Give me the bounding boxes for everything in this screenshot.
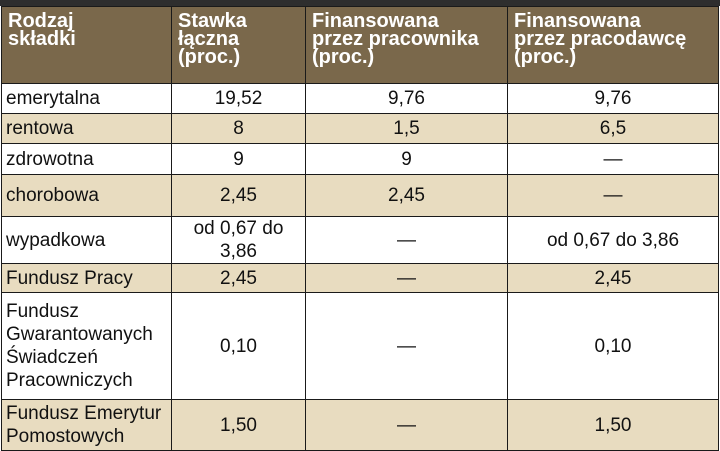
row-name: Fundusz Gwarantowanych Świadczeń Pracown… bbox=[1, 292, 172, 400]
row-employer: 9,76 bbox=[507, 83, 719, 114]
row-employer: 1,50 bbox=[507, 399, 719, 451]
row-total: 0,10 bbox=[171, 292, 306, 400]
row-total: 2,45 bbox=[171, 263, 306, 293]
top-bar bbox=[0, 0, 720, 6]
row-total: 9 bbox=[171, 143, 306, 175]
table-row: zdrowotna 9 9 — bbox=[1, 143, 719, 175]
row-name: zdrowotna bbox=[1, 143, 172, 175]
row-name: emerytalna bbox=[1, 83, 172, 114]
row-employer: 6,5 bbox=[507, 113, 719, 144]
table-header-row: Rodzaj składki Stawka łączna (proc.) Fin… bbox=[1, 6, 719, 84]
row-employee: 1,5 bbox=[305, 113, 508, 144]
row-name: rentowa bbox=[1, 113, 172, 144]
header-employer-funded: Finansowana przez pracodawcę (proc.) bbox=[507, 6, 719, 84]
row-employer: 2,45 bbox=[507, 263, 719, 293]
row-employee: 9,76 bbox=[305, 83, 508, 114]
row-name: chorobowa bbox=[1, 174, 172, 217]
row-employer: — bbox=[507, 174, 719, 217]
row-total: od 0,67 do 3,86 bbox=[171, 216, 306, 264]
table-row: Fundusz Pracy 2,45 — 2,45 bbox=[1, 263, 719, 293]
row-employee: 9 bbox=[305, 143, 508, 175]
row-employee: — bbox=[305, 292, 508, 400]
contribution-rates-table: Rodzaj składki Stawka łączna (proc.) Fin… bbox=[1, 6, 719, 451]
row-name: wypadkowa bbox=[1, 216, 172, 264]
row-employee: — bbox=[305, 263, 508, 293]
table-row: emerytalna 19,52 9,76 9,76 bbox=[1, 83, 719, 114]
row-total: 2,45 bbox=[171, 174, 306, 217]
row-employee: 2,45 bbox=[305, 174, 508, 217]
row-total: 19,52 bbox=[171, 83, 306, 114]
table-row: rentowa 8 1,5 6,5 bbox=[1, 113, 719, 144]
table-row: chorobowa 2,45 2,45 — bbox=[1, 174, 719, 217]
table-row: wypadkowa od 0,67 do 3,86 — od 0,67 do 3… bbox=[1, 216, 719, 264]
row-employer: 0,10 bbox=[507, 292, 719, 400]
row-employee: — bbox=[305, 216, 508, 264]
header-total-rate: Stawka łączna (proc.) bbox=[171, 6, 306, 84]
header-contribution-type: Rodzaj składki bbox=[1, 6, 172, 84]
row-total: 1,50 bbox=[171, 399, 306, 451]
table-row: Fundusz Emerytur Pomostowych 1,50 — 1,50 bbox=[1, 399, 719, 451]
row-name: Fundusz Pracy bbox=[1, 263, 172, 293]
row-employee: — bbox=[305, 399, 508, 451]
row-total: 8 bbox=[171, 113, 306, 144]
row-employer: od 0,67 do 3,86 bbox=[507, 216, 719, 264]
row-employer: — bbox=[507, 143, 719, 175]
row-name: Fundusz Emerytur Pomostowych bbox=[1, 399, 172, 451]
header-employee-funded: Finansowana przez pracownika (proc.) bbox=[305, 6, 508, 84]
table-row: Fundusz Gwarantowanych Świadczeń Pracown… bbox=[1, 292, 719, 400]
